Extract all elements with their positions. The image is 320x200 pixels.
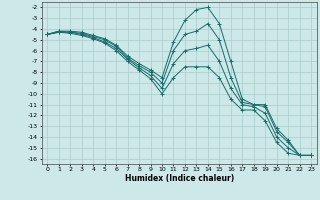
X-axis label: Humidex (Indice chaleur): Humidex (Indice chaleur) bbox=[124, 174, 234, 183]
